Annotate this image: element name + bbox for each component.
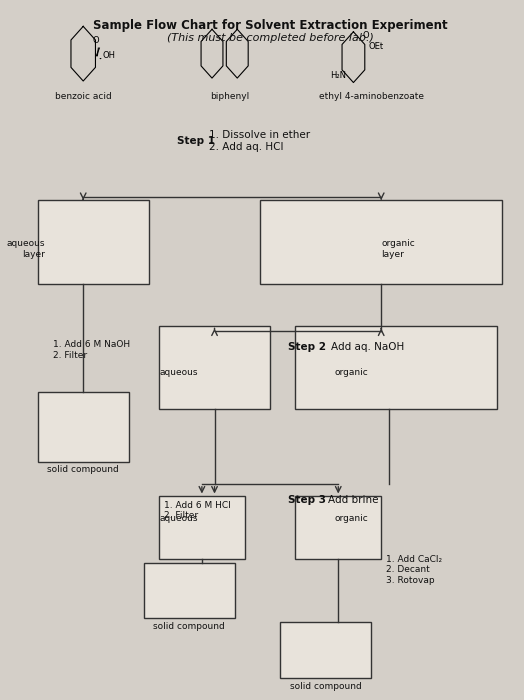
Text: Sample Flow Chart for Solvent Extraction Experiment: Sample Flow Chart for Solvent Extraction… xyxy=(93,20,447,32)
Text: 1. Add CaCl₂
2. Decant
3. Rotovap: 1. Add CaCl₂ 2. Decant 3. Rotovap xyxy=(386,554,442,584)
FancyBboxPatch shape xyxy=(38,200,149,284)
Text: solid compound: solid compound xyxy=(290,682,362,691)
FancyBboxPatch shape xyxy=(280,622,371,678)
FancyBboxPatch shape xyxy=(296,326,497,409)
Text: organic
layer: organic layer xyxy=(381,239,415,258)
Text: (This must be completed before lab.): (This must be completed before lab.) xyxy=(167,33,374,43)
Text: solid compound: solid compound xyxy=(47,466,119,475)
Text: Add brine: Add brine xyxy=(328,495,379,505)
Text: Step 3: Step 3 xyxy=(288,495,326,505)
Text: organic: organic xyxy=(334,368,368,377)
Text: aqueous
layer: aqueous layer xyxy=(7,239,46,258)
Text: Step 2: Step 2 xyxy=(288,342,326,351)
Text: O: O xyxy=(363,31,369,40)
FancyBboxPatch shape xyxy=(296,496,381,559)
Text: aqueous: aqueous xyxy=(160,368,199,377)
FancyBboxPatch shape xyxy=(144,563,235,618)
FancyBboxPatch shape xyxy=(38,392,129,461)
Text: OH: OH xyxy=(102,51,115,60)
Text: solid compound: solid compound xyxy=(154,622,225,631)
Text: O: O xyxy=(93,36,99,45)
Text: 1. Add 6 M NaOH
2. Filter: 1. Add 6 M NaOH 2. Filter xyxy=(53,340,130,360)
Text: biphenyl: biphenyl xyxy=(210,92,249,101)
Text: organic: organic xyxy=(334,514,368,523)
Text: H₂N: H₂N xyxy=(330,71,346,80)
Text: aqueous: aqueous xyxy=(160,514,199,523)
FancyBboxPatch shape xyxy=(260,200,503,284)
FancyBboxPatch shape xyxy=(159,326,270,409)
Text: 1. Add 6 M HCl
2. Filter: 1. Add 6 M HCl 2. Filter xyxy=(164,500,231,520)
Text: Step 1: Step 1 xyxy=(177,136,215,146)
FancyBboxPatch shape xyxy=(159,496,245,559)
Text: OEt: OEt xyxy=(368,42,384,51)
Text: benzoic acid: benzoic acid xyxy=(55,92,112,101)
Text: 1. Dissolve in ether
2. Add aq. HCl: 1. Dissolve in ether 2. Add aq. HCl xyxy=(210,130,311,152)
Text: Add aq. NaOH: Add aq. NaOH xyxy=(331,342,404,351)
Text: ethyl 4-aminobenzoate: ethyl 4-aminobenzoate xyxy=(319,92,423,101)
